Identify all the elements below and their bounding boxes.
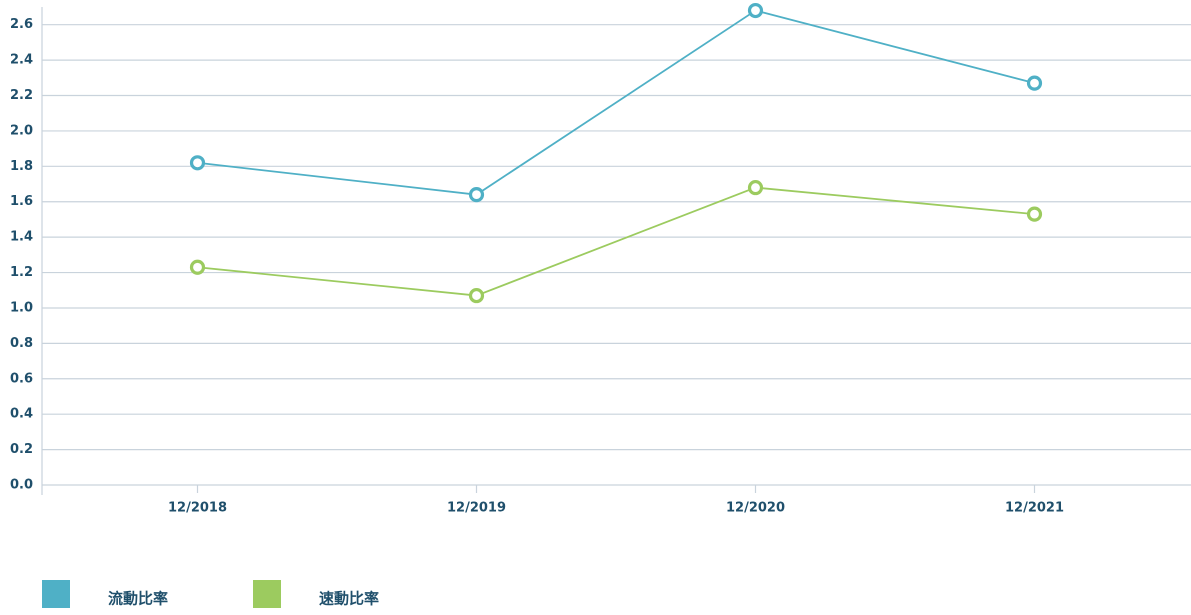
x-tick-label: 12/2018: [168, 501, 227, 516]
x-tick-label: 12/2021: [1005, 501, 1064, 516]
legend-swatch: [42, 580, 70, 608]
y-tick-label: 0.8: [10, 336, 33, 351]
data-point: [1026, 75, 1043, 91]
x-tick-label: 12/2020: [726, 501, 785, 516]
data-point: [747, 179, 764, 196]
series-line: [197, 186, 1035, 297]
y-tick-label: 1.0: [10, 300, 33, 315]
data-point: [747, 2, 764, 19]
data-point: [468, 287, 485, 304]
y-tick-label: 2.4: [10, 53, 33, 68]
x-tick-label: 12/2019: [447, 501, 506, 516]
y-tick-label: 2.2: [10, 88, 33, 103]
data-point: [468, 187, 485, 203]
y-tick-label: 2.6: [10, 17, 33, 32]
series-line: [197, 9, 1035, 196]
y-tick-label: 2.0: [10, 123, 33, 138]
legend-swatch: [253, 580, 281, 608]
data-point: [189, 259, 206, 275]
y-tick-label: 1.6: [10, 194, 33, 209]
y-tick-label: 0.0: [10, 478, 33, 493]
data-point: [1026, 206, 1043, 222]
legend-label: 流動比率: [108, 590, 168, 608]
legend-label: 速動比率: [319, 590, 379, 608]
y-tick-label: 1.8: [10, 159, 33, 174]
y-tick-label: 1.2: [10, 265, 33, 280]
data-point: [189, 155, 206, 171]
y-tick-label: 0.2: [10, 442, 33, 457]
y-tick-label: 1.4: [10, 230, 33, 245]
y-tick-label: 0.4: [10, 407, 33, 422]
y-tick-label: 0.6: [10, 371, 33, 386]
